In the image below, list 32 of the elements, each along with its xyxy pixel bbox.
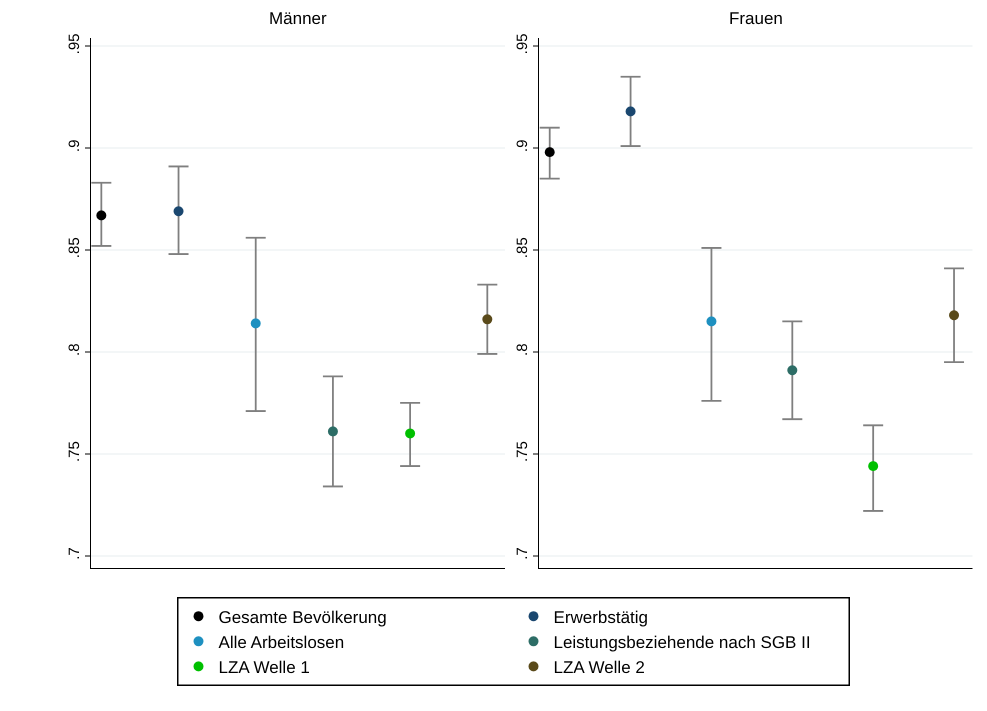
point — [626, 106, 636, 116]
y-tick-label: .75 — [514, 441, 531, 462]
y-tick-label: .7 — [514, 547, 531, 560]
chart-title: Männer — [269, 9, 327, 28]
y-tick-label: .85 — [66, 237, 83, 258]
y-tick-label: .8 — [66, 343, 83, 356]
y-tick-label: .85 — [514, 237, 531, 258]
point — [482, 314, 492, 324]
point — [706, 316, 716, 326]
point — [174, 206, 184, 216]
legend-label: Erwerbstätig — [554, 608, 648, 627]
point — [544, 147, 555, 158]
point — [787, 365, 798, 376]
y-tick-label: .95 — [514, 33, 531, 54]
point — [328, 426, 338, 436]
point — [250, 318, 261, 328]
legend-label: LZA Welle 2 — [554, 658, 645, 678]
y-tick-label: .95 — [66, 33, 83, 54]
legend-label: Gesamte Bevölkerung — [218, 608, 387, 627]
y-tick-label: .8 — [514, 343, 531, 356]
point — [405, 428, 416, 438]
y-tick-label: .75 — [66, 441, 83, 462]
legend-label: Leistungsbeziehende nach SGB II — [554, 632, 811, 652]
point — [868, 461, 878, 472]
y-tick-label: .9 — [514, 140, 531, 152]
legend-label: LZA Welle 1 — [218, 658, 310, 678]
point — [96, 210, 106, 220]
chart-title: Frauen — [729, 9, 783, 28]
y-tick-label: .9 — [66, 140, 83, 152]
point — [949, 310, 960, 320]
legend-label: Alle Arbeitslosen — [218, 632, 344, 652]
y-tick-label: .7 — [66, 547, 83, 560]
